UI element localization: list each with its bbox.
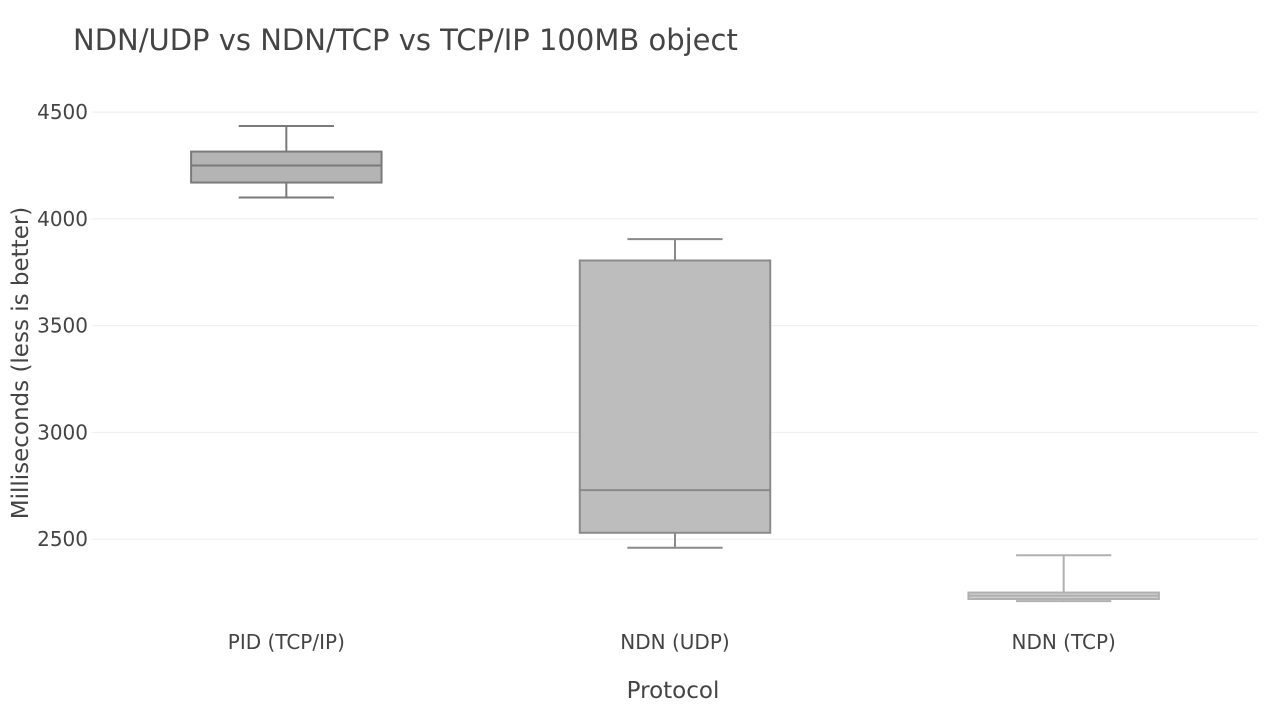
y-tick-label: 2500 (37, 527, 88, 551)
x-axis-label: Protocol (627, 678, 720, 704)
y-tick-label: 4000 (37, 207, 88, 231)
box-group (967, 554, 1160, 603)
chart-title: NDN/UDP vs NDN/TCP vs TCP/IP 100MB objec… (73, 23, 738, 57)
y-tick-labels: 2500 3000 3500 4000 4500 (37, 100, 88, 551)
iqr-box (190, 150, 383, 184)
x-tick-label: NDN (UDP) (620, 630, 729, 654)
boxes (190, 124, 1160, 603)
y-axis-label: Milliseconds (less is better) (8, 207, 34, 520)
y-tick-label: 4500 (37, 100, 88, 124)
y-tick-label: 3000 (37, 420, 88, 444)
box-group (578, 238, 772, 549)
iqr-box (578, 259, 772, 534)
x-tick-label: PID (TCP/IP) (228, 630, 345, 654)
box-group (190, 124, 383, 199)
x-tick-labels: PID (TCP/IP) NDN (UDP) NDN (TCP) (228, 630, 1116, 654)
x-tick-label: NDN (TCP) (1011, 630, 1115, 654)
y-tick-label: 3500 (37, 314, 88, 338)
